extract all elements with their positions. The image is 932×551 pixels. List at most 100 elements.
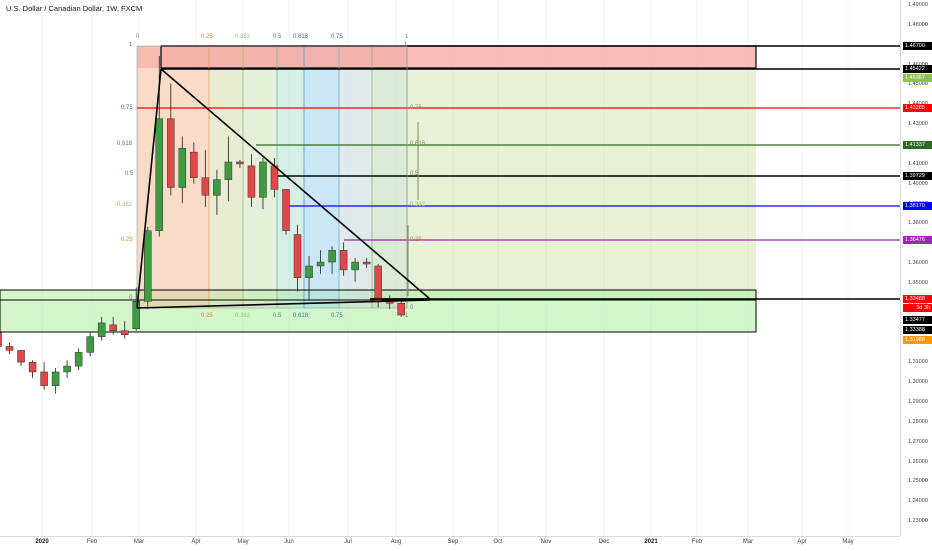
time-label: May	[237, 539, 249, 545]
fib-top-label-075: 0.75	[331, 34, 343, 40]
candle-body[interactable]	[5, 346, 14, 351]
price-tick: 1.26000	[908, 458, 928, 465]
price-tag-133488: 1.33488	[903, 295, 932, 303]
candle-body[interactable]	[236, 161, 244, 165]
price-tick: 1.45000	[908, 81, 928, 88]
price-tag-133477: 1.33477	[903, 316, 932, 324]
fib-left-label-0382: 0.382	[117, 202, 133, 208]
candle-body[interactable]	[167, 118, 175, 188]
fib-extension-zone	[407, 69, 756, 299]
chart-area[interactable]: U.S. Dollar / Canadian Dollar, 1W, FXCM …	[0, 0, 900, 536]
price-tick: 1.31000	[908, 359, 928, 366]
candle-body[interactable]	[259, 161, 267, 198]
candle-body[interactable]	[351, 261, 359, 271]
price-tag-133388: 1.33388	[903, 326, 932, 334]
fib-extension-border	[136, 45, 408, 309]
candle-body[interactable]	[213, 179, 221, 196]
candle-body[interactable]	[144, 230, 152, 302]
candle-body[interactable]	[374, 265, 382, 302]
price-tag-145357: 1.45357	[903, 74, 932, 82]
time-label: Jul	[344, 539, 352, 545]
candle-body[interactable]	[132, 301, 140, 330]
fib-top-label-025: 0.25	[201, 34, 213, 40]
fib-mid-label-05: 0.5	[410, 171, 419, 177]
candle-body[interactable]	[362, 261, 371, 265]
time-label: Nov	[540, 539, 552, 545]
candle-body[interactable]	[293, 234, 302, 279]
price-tick: 1.49000	[908, 2, 928, 8]
time-label: Feb	[86, 539, 98, 545]
time-label: Sep	[447, 539, 459, 545]
fib-top-label-05: 0.5	[273, 34, 282, 40]
fib-mid-label-0382: 0.382	[410, 202, 426, 208]
fib-bottom-label-05: 0.5	[273, 313, 282, 319]
candle-body[interactable]	[155, 118, 164, 231]
candle-body[interactable]	[224, 161, 233, 180]
fib-left-label-075: 0.75	[121, 105, 133, 111]
time-label: Apr	[797, 539, 807, 545]
fib-bottom-label-0: 0	[136, 313, 140, 319]
price-tick: 1.48000	[908, 21, 928, 28]
candle-body[interactable]	[282, 189, 290, 231]
price-tick: 1.43000	[908, 121, 928, 128]
candle-body[interactable]	[270, 165, 279, 190]
price-tick: 1.38000	[908, 220, 928, 227]
candle-body[interactable]	[328, 250, 336, 263]
candle-body[interactable]	[339, 250, 348, 271]
fib-top-label-1: 1	[405, 34, 409, 40]
time-label: 2020	[35, 539, 49, 545]
candle-body[interactable]	[120, 330, 129, 335]
candle-body[interactable]	[51, 371, 60, 386]
candle-body[interactable]	[63, 365, 71, 373]
candle-body[interactable]	[0, 332, 2, 347]
fib-left-label-05: 0.5	[125, 171, 134, 177]
candle-body[interactable]	[201, 177, 210, 196]
price-tick: 1.27000	[908, 438, 928, 445]
fib-mid-label-025: 0.25	[410, 237, 422, 243]
candle-body[interactable]	[17, 350, 25, 363]
fib-left-label-1: 1	[129, 42, 133, 48]
price-tick: 1.24000	[908, 498, 928, 505]
time-label: Mar	[742, 539, 754, 545]
fib-top-label-0382: 0.382	[235, 34, 251, 40]
chart-canvas[interactable]	[0, 0, 900, 536]
price-axis[interactable]: 1.490001.480001.470001.460001.450001.440…	[900, 0, 932, 536]
time-label: Feb	[691, 539, 703, 545]
candle-body[interactable]	[397, 303, 405, 316]
candle-body[interactable]	[247, 165, 256, 198]
candle-body[interactable]	[305, 265, 313, 279]
fib-bottom-label-025: 0.25	[201, 313, 213, 319]
fib-top-label-0: 0	[136, 34, 140, 40]
price-tag-131988: 1.31988	[903, 336, 932, 344]
candle-body[interactable]	[74, 352, 83, 367]
price-tag-143285: 1.43285	[903, 104, 932, 112]
candle-body[interactable]	[178, 147, 187, 188]
time-label: Jun	[284, 539, 294, 545]
price-tick: 1.41000	[908, 160, 928, 167]
candle-body[interactable]	[86, 336, 94, 353]
candlesticks[interactable]	[0, 55, 405, 394]
candle-body[interactable]	[40, 371, 48, 386]
resistance-zone	[160, 45, 757, 69]
fib-left-label-0: 0	[129, 295, 133, 301]
price-tick: 1.40000	[908, 180, 928, 187]
fib-bottom-label-0382: 0.382	[235, 313, 251, 319]
price-tick: 1.28000	[908, 418, 928, 425]
descending-triangle[interactable]	[136, 68, 431, 309]
candle-body[interactable]	[109, 324, 117, 331]
fib-top-label-0618: 0.618	[293, 34, 309, 40]
price-tag-136476: 1.36476	[903, 236, 932, 244]
candle-body[interactable]	[190, 151, 198, 178]
fib-left-label-025: 0.25	[121, 237, 133, 243]
candle-body[interactable]	[97, 322, 106, 337]
time-axis[interactable]: 2020 Feb Mar Apr May Jun Jul Aug Sep Oct Nov Dec 202…	[0, 536, 900, 551]
candle-body[interactable]	[28, 361, 37, 373]
candle-body[interactable]	[316, 261, 325, 267]
fib-bottom-label-1: 1	[405, 313, 409, 319]
fib-bottom-label-0618: 0.618	[293, 313, 309, 319]
time-label: Oct	[493, 539, 503, 545]
chart-title: U.S. Dollar / Canadian Dollar, 1W, FXCM	[6, 4, 143, 13]
price-tick: 1.23000	[908, 518, 928, 525]
fib-mid-label-0: 0	[410, 305, 414, 311]
price-tag-138170: 1.38170	[903, 202, 932, 210]
